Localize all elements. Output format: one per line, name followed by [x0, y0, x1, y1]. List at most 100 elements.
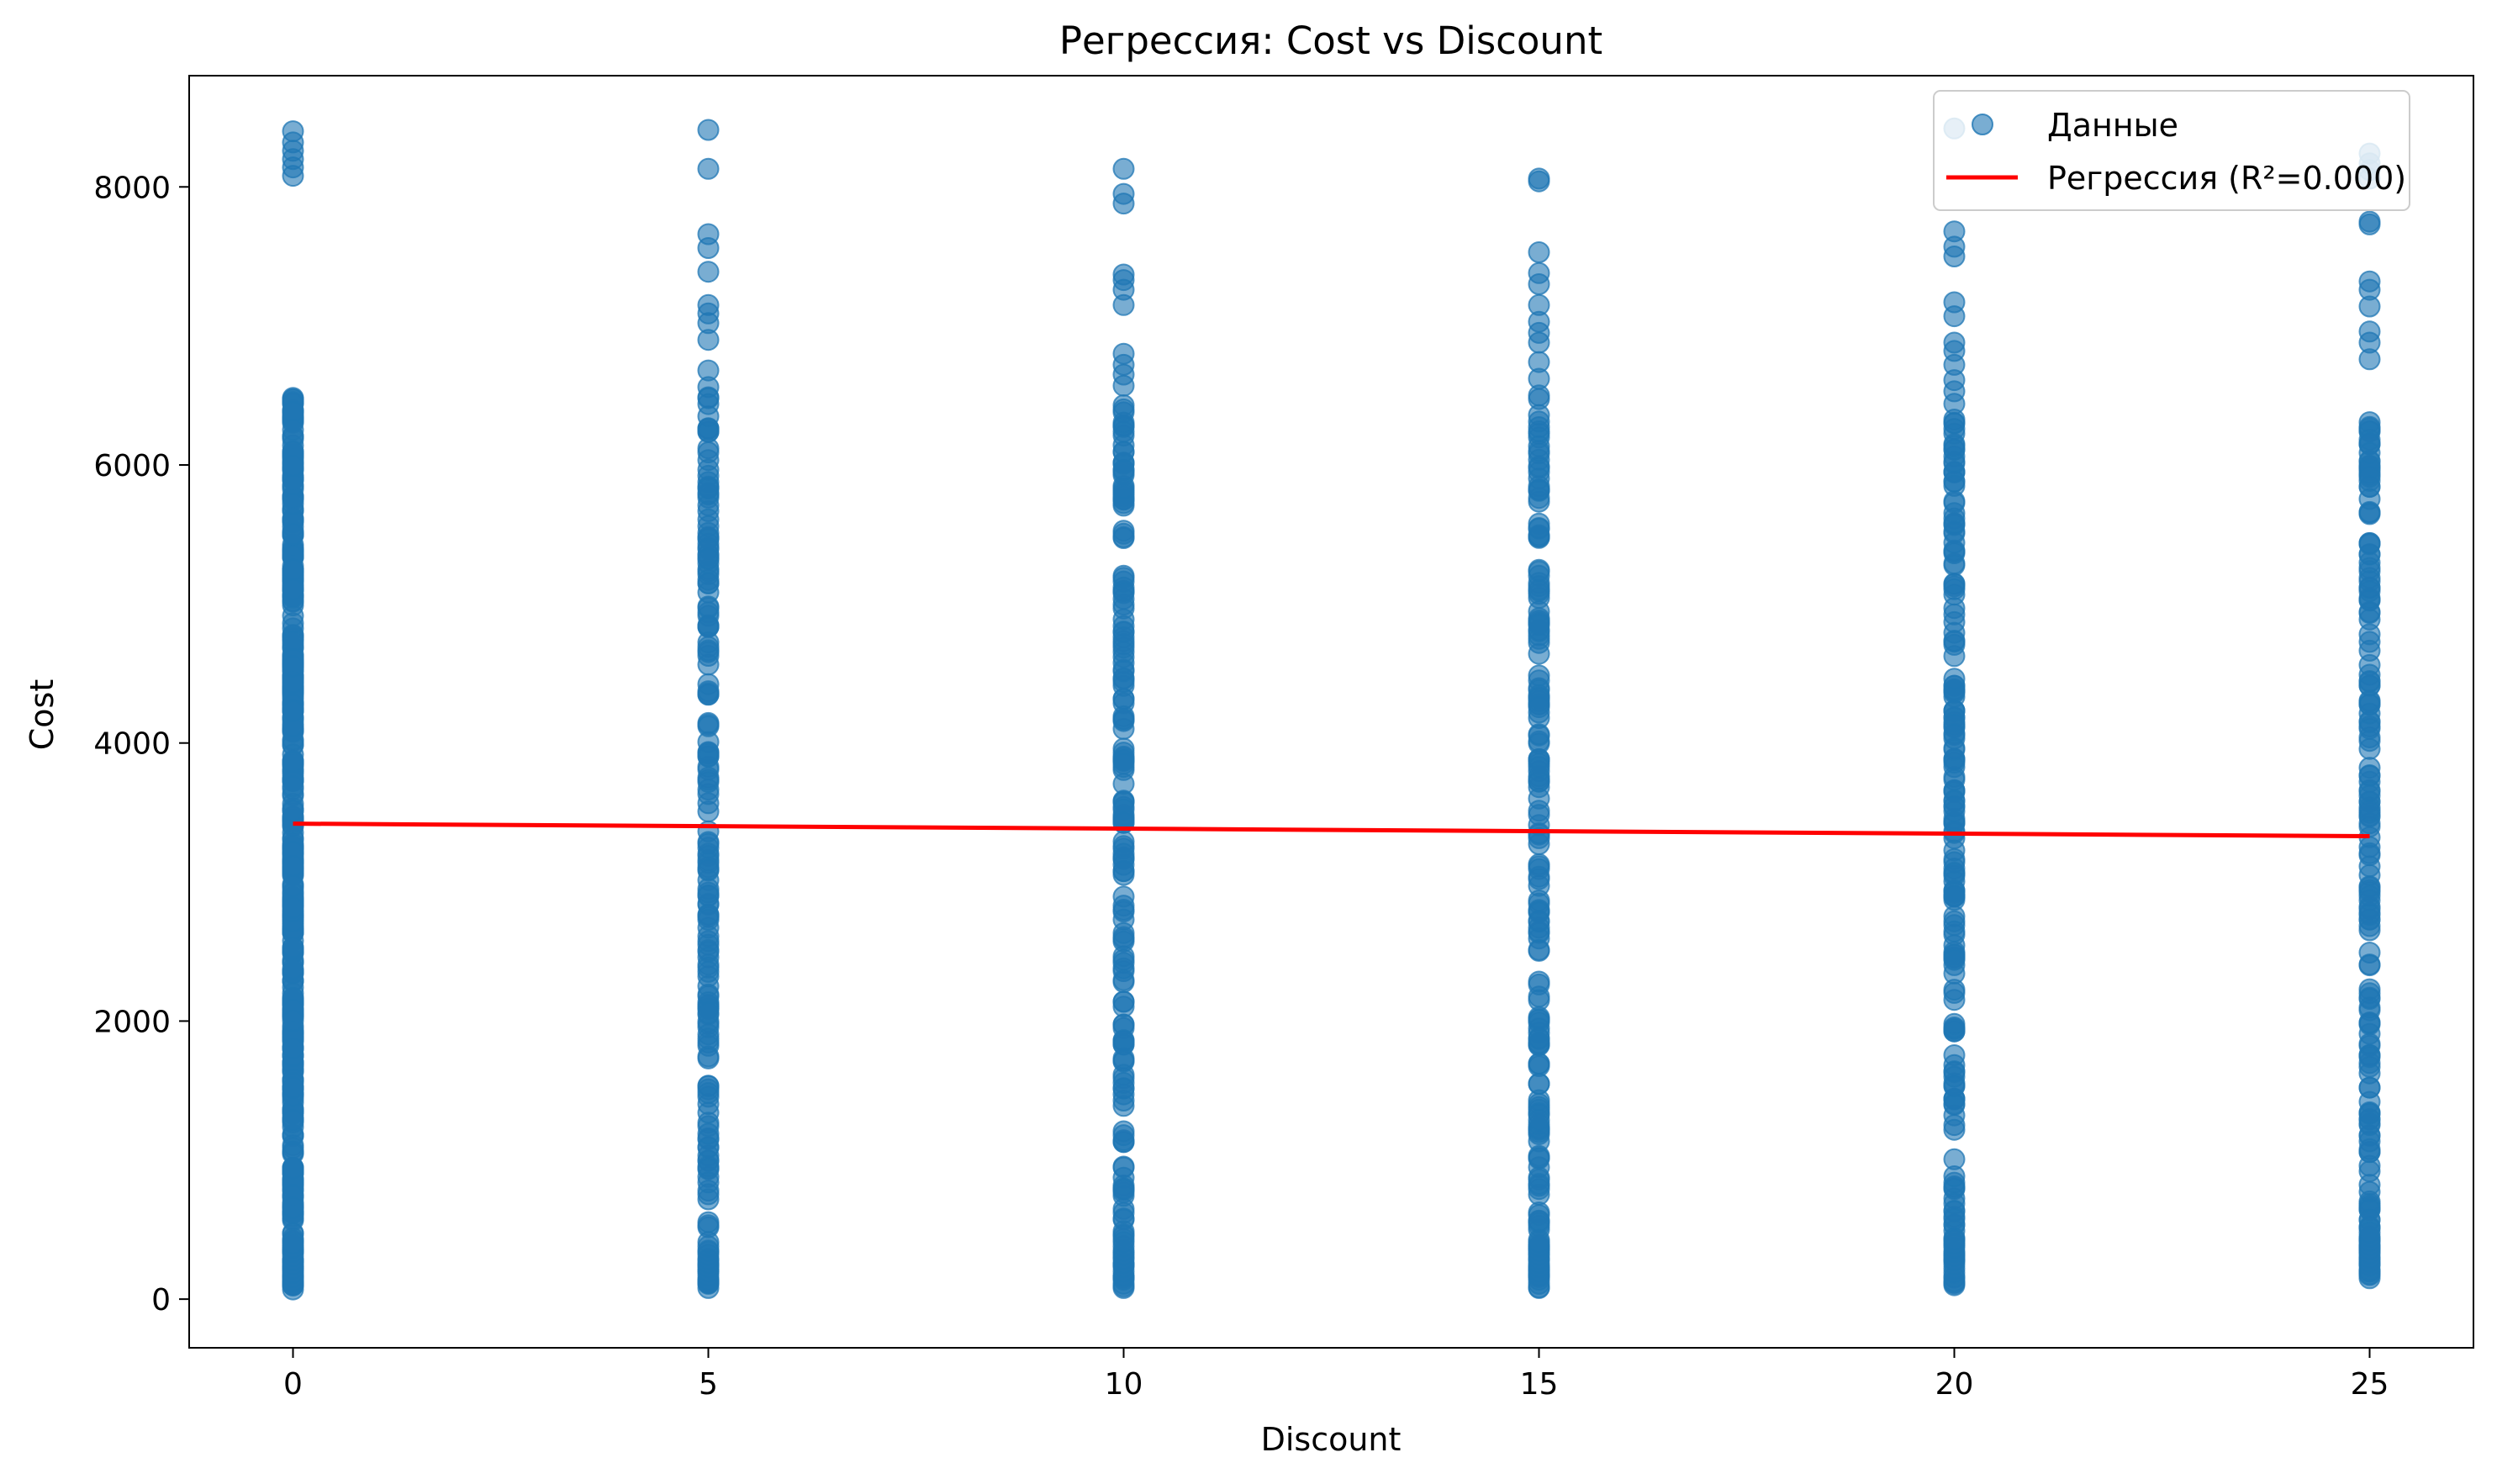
data-point	[2358, 1174, 2381, 1196]
data-point	[1112, 477, 1135, 499]
data-point	[1943, 1075, 1966, 1098]
data-point	[282, 1076, 304, 1099]
data-point	[1112, 441, 1135, 463]
data-point	[697, 237, 720, 259]
data-point	[1528, 170, 1550, 193]
data-point	[697, 960, 720, 983]
data-point	[1943, 246, 1966, 267]
data-point	[1943, 1165, 1966, 1187]
data-point	[1112, 922, 1135, 944]
data-point	[1528, 642, 1550, 665]
data-point	[1112, 641, 1135, 663]
data-point	[697, 329, 720, 351]
data-point	[1943, 820, 1966, 842]
data-point	[1528, 1109, 1550, 1132]
plot-frame	[188, 75, 2474, 1349]
data-point	[282, 958, 304, 980]
data-point	[697, 1047, 720, 1069]
legend: Данные Регрессия (R²=0.000)	[1933, 90, 2410, 211]
y-tick-label: 2000	[93, 1005, 171, 1039]
data-point	[1112, 293, 1135, 316]
regression-layer	[293, 821, 2370, 838]
data-point	[697, 858, 720, 881]
data-point	[2358, 694, 2381, 716]
data-point	[1943, 738, 1966, 761]
data-point	[1528, 1204, 1550, 1227]
data-point	[1943, 1207, 1966, 1230]
y-axis-label: Cost	[24, 679, 61, 750]
data-point	[282, 1010, 304, 1032]
data-point	[697, 1231, 720, 1254]
data-point	[697, 478, 720, 500]
data-point	[697, 983, 720, 1006]
data-point	[2358, 954, 2381, 977]
data-point	[282, 855, 304, 877]
data-point	[1943, 305, 1966, 328]
data-point	[1112, 157, 1135, 180]
data-point	[1528, 696, 1550, 719]
data-point	[282, 419, 304, 441]
y-axis: 0 2000 4000 6000 8000	[93, 171, 189, 1318]
data-point	[1112, 1029, 1135, 1052]
data-point	[282, 1233, 304, 1254]
data-point	[1943, 979, 1966, 1001]
data-point	[1528, 331, 1550, 354]
data-point	[1528, 1009, 1550, 1032]
data-point	[697, 547, 720, 570]
data-point	[697, 1122, 720, 1145]
data-point	[1943, 920, 1966, 943]
data-point	[1528, 614, 1550, 636]
x-tick-label: 15	[1520, 1367, 1559, 1402]
data-point	[1943, 435, 1966, 457]
data-point	[697, 261, 720, 283]
data-point	[2358, 1046, 2381, 1069]
data-point	[1528, 756, 1550, 779]
data-point	[2358, 295, 2381, 318]
x-tick-label: 25	[2351, 1367, 2389, 1402]
data-point	[2358, 844, 2381, 867]
x-axis-label: Discount	[1261, 1421, 1402, 1458]
data-point	[282, 473, 304, 496]
data-point	[1528, 939, 1550, 962]
data-point	[282, 578, 304, 600]
data-point	[697, 1171, 720, 1194]
data-point	[1112, 860, 1135, 882]
data-point	[2358, 441, 2381, 464]
data-point	[2358, 1076, 2381, 1099]
data-point	[1943, 631, 1966, 653]
data-point	[2358, 764, 2381, 786]
data-point	[697, 157, 720, 180]
data-point	[1528, 1146, 1550, 1169]
data-point	[2358, 904, 2381, 926]
data-point	[282, 165, 304, 187]
data-point	[697, 909, 720, 931]
plot-background	[189, 76, 2473, 1348]
data-point	[1528, 724, 1550, 747]
data-point	[282, 874, 304, 897]
data-point	[282, 700, 304, 722]
data-point	[2358, 1221, 2381, 1244]
data-point	[1112, 1124, 1135, 1147]
data-point	[1528, 804, 1550, 826]
y-tick-label: 6000	[93, 449, 171, 483]
data-point	[1528, 560, 1550, 583]
data-point	[2358, 996, 2381, 1019]
data-point	[1528, 1073, 1550, 1095]
data-point	[697, 768, 720, 791]
data-point	[1528, 989, 1550, 1011]
data-point	[2358, 1138, 2381, 1160]
data-point	[697, 745, 720, 768]
data-point	[2358, 670, 2381, 692]
data-point	[2358, 475, 2381, 498]
data-point	[1943, 554, 1966, 577]
data-point	[697, 1101, 720, 1124]
legend-label-regression: Регрессия (R²=0.000)	[2047, 160, 2406, 197]
data-point	[1112, 753, 1135, 775]
data-point	[282, 455, 304, 477]
data-point	[2358, 411, 2381, 434]
data-point	[1943, 795, 1966, 818]
data-point	[1528, 384, 1550, 407]
data-point	[697, 1075, 720, 1097]
data-point	[697, 119, 720, 141]
data-point	[1112, 582, 1135, 605]
